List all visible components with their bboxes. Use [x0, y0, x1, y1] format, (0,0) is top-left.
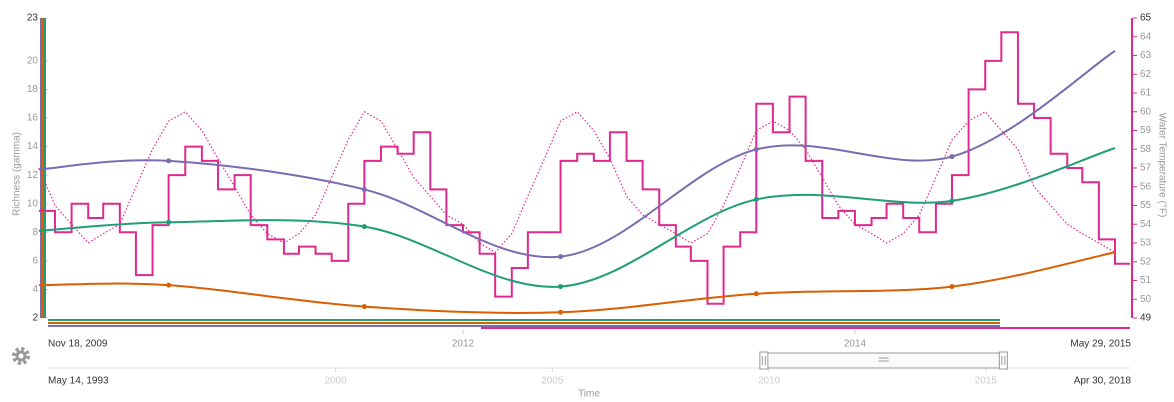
- series-marker: [753, 196, 759, 202]
- gear: [12, 347, 30, 365]
- y2-tick-label: 49: [1140, 313, 1152, 324]
- y2-tick-label: 61: [1140, 88, 1152, 99]
- handle: [998, 351, 1008, 370]
- y2-tick-label: 63: [1140, 50, 1152, 61]
- x-start-label: Nov 18, 2009: [48, 339, 108, 350]
- y-tick-label: 20: [27, 55, 39, 66]
- series-marker: [361, 304, 367, 310]
- navigator-start-label: May 14, 1993: [48, 376, 109, 387]
- y2-tick-label: 53: [1140, 238, 1152, 249]
- series-marker: [753, 146, 759, 152]
- navigator-tick-label: 2010: [758, 376, 781, 387]
- series-marker: [949, 154, 955, 160]
- handle: [759, 351, 769, 370]
- y2-tick-label: 62: [1140, 69, 1152, 80]
- y2-tick-label: 58: [1140, 144, 1152, 155]
- navigator-handle[interactable]: [998, 351, 1008, 370]
- range-bar: [48, 322, 1000, 324]
- x-tick-label: 2012: [452, 339, 475, 350]
- series-marker: [949, 198, 955, 204]
- range-bar: [481, 327, 1130, 329]
- y-tick-label: 18: [27, 84, 39, 95]
- y-tick-label: 8: [32, 227, 38, 238]
- series-marker: [166, 158, 172, 164]
- y-tick-label: 16: [27, 113, 39, 124]
- y-axis-title: Richness (gamma): [12, 132, 23, 216]
- y-tick-label: 23: [27, 13, 39, 24]
- range-bar: [48, 319, 1000, 321]
- series-line: [38, 251, 1116, 314]
- series-line: [38, 147, 1116, 288]
- y2-tick-label: 52: [1140, 256, 1152, 267]
- series-line: [38, 31, 1130, 305]
- gear-hole: [18, 353, 24, 359]
- y-tick-label: 10: [27, 198, 39, 209]
- series-marker: [558, 309, 564, 315]
- y2-tick-label: 55: [1140, 200, 1152, 211]
- y2-tick-label: 50: [1140, 294, 1152, 305]
- series-marker: [361, 224, 367, 230]
- y2-tick-label: 54: [1140, 219, 1152, 230]
- decoration: [12, 18, 1133, 369]
- y-tick-label: 6: [32, 255, 38, 266]
- x-end-label: May 29, 2015: [1070, 339, 1131, 350]
- y-tick-label: 14: [27, 141, 39, 152]
- y2-tick-label: 64: [1140, 31, 1152, 42]
- settings-button[interactable]: [12, 347, 30, 365]
- navigator-tick-label: 2005: [541, 376, 564, 387]
- y2-tick-label: 60: [1140, 106, 1152, 117]
- navigator-tick-label: 2015: [975, 376, 998, 387]
- y2-tick-label: 51: [1140, 275, 1152, 286]
- range-bar: [48, 325, 1000, 327]
- series-marker: [753, 291, 759, 297]
- series-marker: [949, 284, 955, 290]
- y2-tick-label: 56: [1140, 181, 1152, 192]
- series-line: [38, 110, 1116, 254]
- y2-tick-label: 59: [1140, 125, 1152, 136]
- navigator-handle[interactable]: [759, 351, 769, 370]
- series-marker: [558, 284, 564, 290]
- navigator-tick-label: 2000: [324, 376, 347, 387]
- y-tick-label: 2: [32, 313, 38, 324]
- axis-bar: [42, 18, 44, 318]
- series-marker: [166, 219, 172, 225]
- axis-bar: [40, 18, 42, 318]
- series-marker: [361, 186, 367, 192]
- y2-tick-label: 65: [1140, 13, 1152, 24]
- y2-tick-label: 57: [1140, 163, 1152, 174]
- x-axis-title: Time: [578, 389, 600, 400]
- series-marker: [166, 282, 172, 288]
- axis-bar: [1131, 18, 1133, 318]
- x-tick-label: 2014: [844, 339, 867, 350]
- y-tick-label: 4: [32, 284, 38, 295]
- series-marker: [558, 254, 564, 260]
- y-tick-label: 12: [27, 170, 39, 181]
- y2-axis-title: Water Temperature (°F): [1156, 113, 1167, 218]
- navigator-end-label: Apr 30, 2018: [1074, 376, 1132, 387]
